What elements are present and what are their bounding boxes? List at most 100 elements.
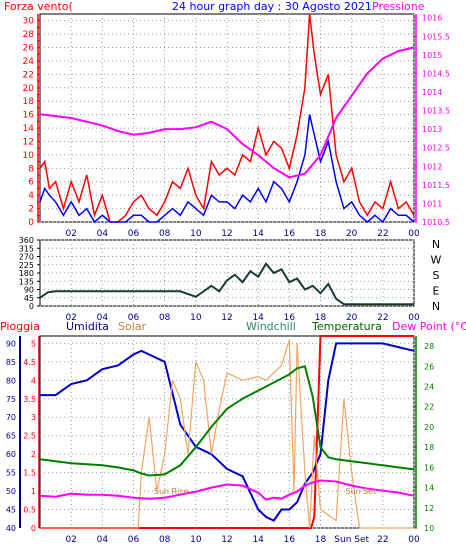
p2-x-tick-label: 10 [190,313,202,323]
p3-hum-tick-label: 55 [6,469,16,478]
p3-temp-tick-label: 22 [424,403,434,412]
p1-left-tick-label: 10 [23,151,35,161]
p1-left-tick-label: 8 [28,164,34,174]
p1-right-tick-label: 1011 [422,199,442,208]
p3-temp-tick-label: 14 [424,484,434,493]
p1-right-tick-label: 1014 [422,88,442,97]
p1-x-tick-label: 06 [128,229,140,239]
p1-right-tick-label: 1015 [422,51,442,60]
p3-hum-tick-label: 90 [6,339,16,348]
p3-x-tick-label: 12 [221,535,232,545]
p1-x-tick-label: 18 [315,229,327,239]
p3-hum-tick-label: 60 [6,450,16,459]
panel3-annotations: Sun Rise Sun Set [154,487,377,496]
p3-temp-tick-label: 18 [424,443,434,452]
p1-left-tick-label: 22 [23,70,34,80]
p3-rain-tick-label: 4.5 [23,358,36,367]
p3-x-tick-label: 02 [65,535,76,545]
p3-legend-label: Solar [118,320,147,333]
p3-hum-tick-label: 75 [6,395,16,404]
p3-x-tick-label: 18 [315,535,327,545]
p3-hum-tick-label: 65 [6,432,16,441]
p2-left-tick-label: 45 [24,294,34,303]
p1-x-tick-label: 22 [377,229,388,239]
p1-left-tick-label: 12 [23,137,34,147]
p3-series-dew-point [39,479,415,501]
p1-x-tick-label: 20 [346,229,358,239]
p3-rain-tick-label: 1.5 [23,469,36,478]
p1-left-tick-label: 0 [28,218,34,228]
p1-x-tick-label: 12 [221,229,232,239]
p3-x-tick-label: 08 [159,535,171,545]
p1-left-tick-label: 2 [28,205,34,215]
p1-x-tick-label: 04 [97,229,109,239]
p2-left-tick-label: 270 [19,253,34,262]
p1-left-tick-label: 14 [23,124,35,134]
p1-series-pressure [39,46,415,179]
p3-hum-tick-label: 80 [6,376,16,385]
p2-left-tick-label: 315 [19,244,34,253]
p3-legend-label: Temperatura [311,320,382,333]
p1-left-tick-label: 30 [23,17,35,27]
p1-x-tick-label: 00 [408,229,420,239]
p1-left-tick-label: 20 [23,84,35,94]
p1-left-tick-label: 18 [23,97,35,107]
panel3-series [39,335,415,529]
p3-rain-tick-label: 5 [31,339,36,348]
p3-legend-label: Dew Point (°C) [392,320,466,333]
p3-x-tick-label: 06 [128,535,140,545]
p3-series-solar [40,339,414,529]
p3-annotation-sunrise: Sun Rise [154,487,189,496]
p3-rain-tick-label: 0.5 [23,506,36,515]
panel3-rain-axis: 0 0.5 1 1.5 2 2.5 3 3.5 4 4.5 5 [23,336,40,533]
p3-hum-tick-label: 45 [6,506,16,515]
p1-left-tick-label: 26 [23,44,35,54]
p2-compass-label: S [433,269,440,282]
p2-x-tick-label: 20 [346,313,358,323]
p3-temp-tick-label: 20 [424,423,434,432]
panel1-series [39,13,415,224]
p3-legend-label: Umidita [66,320,109,333]
p3-temp-tick-label: 16 [424,463,434,472]
panel3-legend: Pioggia Umidita Solar Windchill Temperatura D… [0,320,466,333]
p2-x-tick-label: 18 [315,313,327,323]
panel1-right-label: Pressione [372,0,425,13]
p1-x-tick-label: 02 [65,229,76,239]
p3-x-tick-label: 16 [284,535,296,545]
p3-hum-tick-label: 85 [6,358,16,367]
p3-x-tick-label: Sun Set [334,535,369,545]
rain-humidity-temp-panel: 0 0.5 1 1.5 2 2.5 3 3.5 4 4.5 5 40 45 50 55 60 65 70 75 80… [0,320,466,545]
p1-x-tick-label: 10 [190,229,202,239]
p3-series-umidita [40,342,415,522]
p2-x-tick-label: 02 [65,313,76,323]
p1-right-tick-label: 1016 [422,14,442,23]
p2-x-tick-label: 16 [284,313,296,323]
p3-hum-tick-label: 40 [6,524,16,533]
panel3-humidity-axis: 40 45 50 55 60 65 70 75 80 85 90 [6,336,21,533]
p2-compass-label: W [431,254,442,267]
panel2-series [39,262,414,306]
p3-rain-tick-label: 2 [31,450,36,459]
p1-x-tick-label: 14 [252,229,264,239]
p1-right-tick-label: 1010.5 [422,218,450,227]
p3-rain-tick-label: 3.5 [23,395,36,404]
p2-x-tick-label: 22 [377,313,388,323]
p1-right-tick-label: 1012 [422,162,442,171]
p1-series-wind [39,114,415,224]
panel3-grid [40,336,415,529]
p3-series-temperatura [39,365,415,477]
p3-temp-tick-label: 10 [424,524,434,533]
p2-x-tick-label: 00 [408,313,420,323]
panel1-right-axis: 1010.5 1011 1011.5 1012 1012.5 1013 1013.5 1014… [414,14,450,227]
p2-x-tick-label: 14 [252,313,264,323]
p2-x-tick-label: 12 [221,313,232,323]
p1-left-tick-label: 24 [23,57,35,67]
p3-temp-tick-label: 28 [424,342,434,351]
p1-left-tick-label: 6 [28,178,34,188]
